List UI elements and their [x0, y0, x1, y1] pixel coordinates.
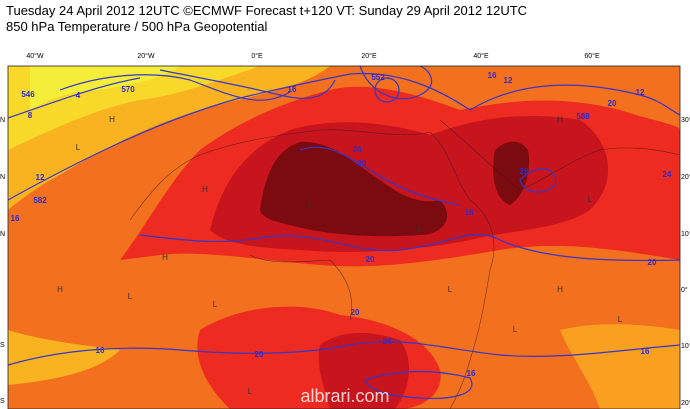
latitude-label: S	[0, 342, 5, 349]
subtitle: 850 hPa Temperature / 500 hPa Geopotenti…	[6, 19, 268, 34]
longitude-label: 0°E	[251, 52, 263, 60]
pressure-marker: H	[57, 285, 63, 294]
latitude-label: 20°	[681, 173, 690, 181]
longitude-label: 40°E	[473, 52, 489, 60]
longitude-label: 20°E	[361, 52, 377, 60]
pressure-marker: H	[557, 285, 563, 294]
contour-label: 16	[288, 85, 297, 94]
contour-label: 570	[121, 85, 135, 94]
latitude-label: 0°	[681, 286, 688, 294]
contour-label: 16	[467, 369, 476, 378]
contour-label: 16	[465, 208, 474, 217]
contour-label: 24	[383, 337, 392, 346]
contour-label: 12	[36, 173, 45, 182]
contour-label: 20	[366, 255, 375, 264]
pressure-marker: L	[248, 387, 253, 396]
contour-label: 12	[636, 88, 645, 97]
title: Tuesday 24 April 2012 12UTC ©ECMWF Forec…	[6, 3, 527, 18]
pressure-marker: H	[202, 185, 208, 194]
longitude-label: 40°W	[26, 52, 44, 60]
latitude-label: N	[0, 174, 5, 181]
contour-labels: 546 4 8 570 16 552 16 12 20 12 588 24 20…	[11, 71, 672, 378]
contour-label: 12	[504, 76, 513, 85]
contour-label: 20	[351, 308, 360, 317]
contour-label: 28	[520, 167, 529, 176]
pressure-markers: H L H L L H L H L L H L L H L L	[57, 115, 623, 396]
latitude-label: 10°	[681, 230, 690, 238]
contour-label: 20	[255, 350, 264, 359]
pressure-marker: L	[418, 225, 423, 234]
contour-label: 552	[371, 73, 385, 82]
watermark: albrari.com	[300, 386, 389, 406]
longitude-label: 20°W	[137, 52, 155, 60]
pressure-marker: L	[76, 143, 81, 152]
pressure-marker: L	[513, 325, 518, 334]
contour-label: 24	[663, 170, 672, 179]
pressure-marker: L	[128, 292, 133, 301]
contour-label: 16	[96, 346, 105, 355]
contour-label: 4	[76, 91, 81, 100]
pressure-marker: L	[448, 285, 453, 294]
pressure-marker: H	[109, 115, 115, 124]
contour-label: 24	[353, 145, 362, 154]
latitude-label: 10°	[681, 342, 690, 350]
contour-label: 16	[641, 347, 650, 356]
latitude-label: 30°	[681, 116, 690, 124]
longitude-labels: 40°W 20°W 0°E 20°E 40°E 60°E	[26, 52, 600, 60]
pressure-marker: H	[162, 253, 168, 262]
contour-label: 8	[28, 111, 33, 120]
latitude-label: S	[0, 398, 5, 405]
contour-label: 20	[648, 258, 657, 267]
latitude-label: N	[0, 231, 5, 238]
latitude-label: 20°	[681, 399, 690, 407]
pressure-marker: L	[588, 195, 593, 204]
pressure-marker: L	[213, 300, 218, 309]
contour-label: 588	[576, 112, 590, 121]
contour-label: 16	[488, 71, 497, 80]
pressure-marker: L	[308, 200, 313, 209]
contour-label: 546	[21, 90, 35, 99]
pressure-marker: L	[618, 315, 623, 324]
latitude-labels: N N N S S 30° 20° 10° 0° 10° 20°	[0, 116, 690, 407]
latitude-label: N	[0, 117, 5, 124]
map-area	[8, 66, 680, 409]
contour-label: 16	[11, 214, 20, 223]
contour-label: 582	[33, 196, 47, 205]
longitude-label: 60°E	[584, 52, 600, 60]
pressure-marker: H	[557, 115, 563, 124]
contour-label: 20	[608, 99, 617, 108]
contour-label: 20	[358, 159, 367, 168]
